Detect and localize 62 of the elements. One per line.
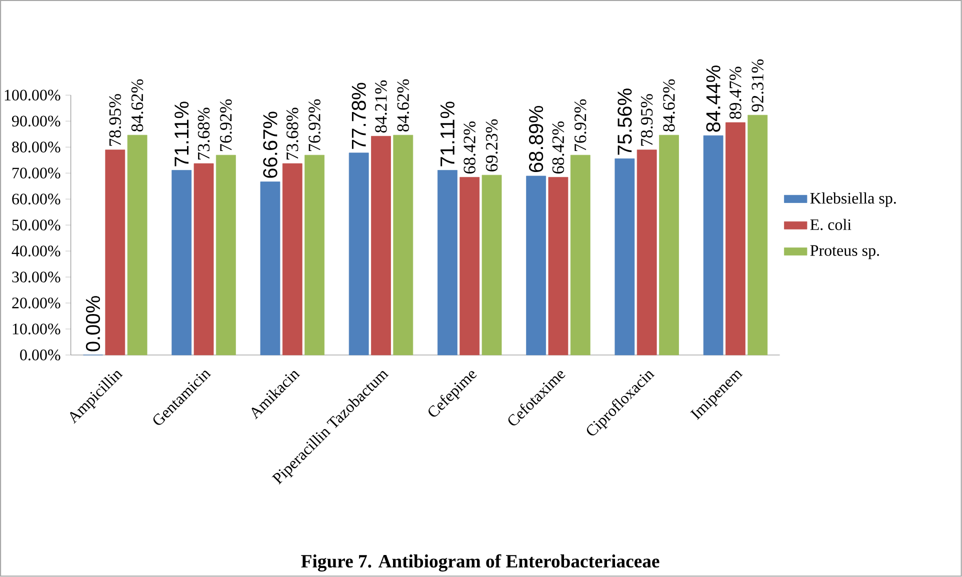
bar — [172, 170, 192, 356]
y-tick-label: 90.00% — [12, 116, 60, 127]
bar — [260, 182, 280, 356]
data-label: 68.42% — [552, 122, 564, 174]
y-tick-label: 10.00% — [12, 324, 60, 335]
y-tick-label: 60.00% — [12, 194, 60, 205]
bar — [548, 177, 568, 356]
bar — [636, 150, 657, 356]
bar — [371, 136, 391, 356]
bar — [482, 175, 502, 356]
bar — [105, 150, 126, 356]
data-label: 0.00% — [86, 296, 100, 352]
bar — [393, 135, 414, 356]
bar — [460, 177, 480, 356]
data-label: 73.68% — [198, 108, 210, 160]
data-label: 77.78% — [352, 83, 366, 150]
bar — [216, 155, 236, 356]
legend-label: E. coli — [810, 218, 852, 230]
bar — [570, 155, 590, 356]
bar — [659, 135, 679, 356]
bar — [703, 135, 724, 356]
legend-label: Klebsiella sp. — [810, 192, 896, 208]
y-tick-label: 100.00% — [4, 90, 60, 101]
text: Figure 7. Antibiogram of Enterobacteriaceae — [301, 554, 660, 572]
data-label: 76.92% — [220, 99, 232, 152]
data-label: 84.21% — [375, 80, 387, 133]
data-label: 71.11% — [440, 102, 454, 166]
bar — [348, 152, 369, 356]
data-label: 71.11% — [174, 102, 189, 166]
data-label: 68.42% — [464, 122, 476, 174]
y-tick-label: 30.00% — [12, 272, 60, 283]
bar — [748, 115, 768, 356]
bar — [526, 176, 546, 356]
data-label: 84.62% — [131, 79, 144, 132]
data-label: 78.95% — [640, 94, 653, 146]
data-label: 84.62% — [397, 79, 410, 132]
y-tick-label: 50.00% — [12, 220, 60, 231]
data-label: 76.92% — [574, 99, 586, 152]
data-label: 73.68% — [286, 108, 298, 160]
data-label: 84.62% — [663, 79, 675, 132]
bar — [304, 155, 324, 356]
data-label: 68.89% — [528, 106, 544, 172]
data-label: 84.44% — [706, 66, 720, 132]
data-label: 75.56% — [618, 88, 632, 155]
data-label: 69.23% — [486, 119, 498, 172]
bar — [614, 158, 635, 356]
data-label: 66.67% — [263, 112, 278, 178]
bar — [194, 163, 214, 356]
y-tick-label: 20.00% — [12, 298, 60, 309]
y-tick-label: 80.00% — [12, 142, 60, 153]
data-label: 76.92% — [308, 99, 320, 152]
y-tick-label: 40.00% — [12, 246, 60, 257]
data-label: 78.95% — [109, 94, 122, 146]
y-tick-label: 70.00% — [12, 168, 60, 179]
data-label: 92.31% — [752, 60, 764, 112]
bar — [726, 122, 746, 356]
data-label: 89.47% — [730, 66, 742, 120]
bar — [127, 135, 148, 356]
legend-label: Proteus sp. — [810, 245, 879, 260]
bar — [438, 170, 458, 356]
bar — [282, 163, 302, 356]
y-tick-label: 0.00% — [20, 350, 60, 361]
